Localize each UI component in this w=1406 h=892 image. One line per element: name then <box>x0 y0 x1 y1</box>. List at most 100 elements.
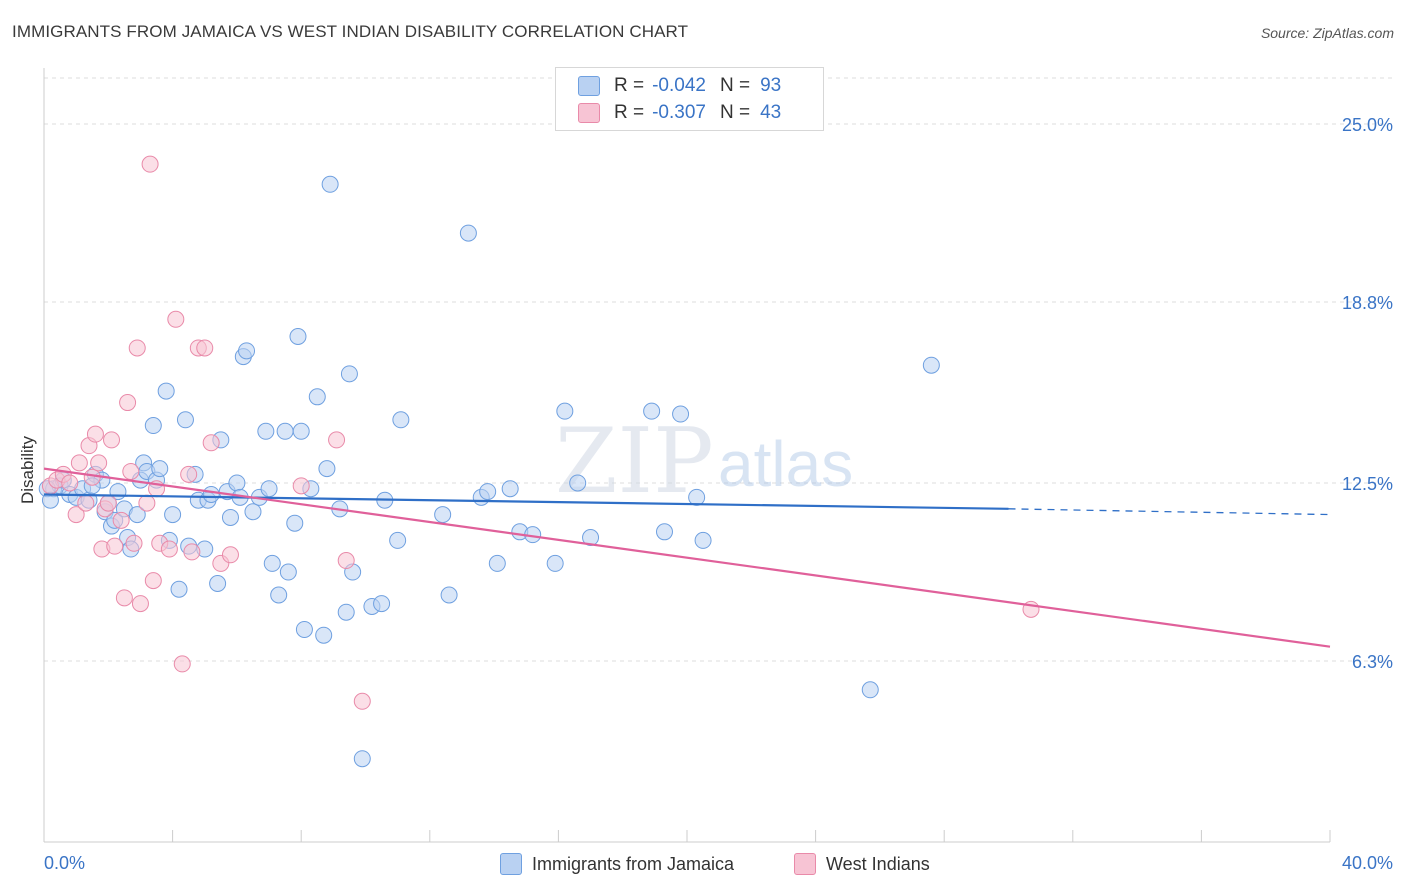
point-west-indians <box>70 454 88 472</box>
point-jamaica <box>128 506 146 524</box>
point-west-indians <box>353 692 371 710</box>
point-jamaica <box>308 388 326 406</box>
point-jamaica <box>260 480 278 498</box>
legend-r-value: -0.042 <box>652 75 706 96</box>
point-west-indians <box>128 339 146 357</box>
correlation-legend: R = -0.042 N = 93 R = -0.307 N = 43 <box>555 67 824 131</box>
point-jamaica <box>643 402 661 420</box>
point-west-indians <box>90 454 108 472</box>
point-west-indians <box>125 534 143 552</box>
x-tick-label-max: 40.0% <box>1342 853 1393 873</box>
point-west-indians <box>221 546 239 564</box>
point-jamaica <box>164 506 182 524</box>
point-jamaica <box>922 356 940 374</box>
point-west-indians <box>77 494 95 512</box>
point-west-indians <box>122 462 140 480</box>
y-tick-label: 6.3% <box>1352 652 1393 672</box>
point-west-indians <box>112 511 130 529</box>
point-jamaica <box>434 506 452 524</box>
point-west-indians <box>115 589 133 607</box>
point-jamaica <box>337 603 355 621</box>
point-west-indians <box>119 394 137 412</box>
point-jamaica <box>244 503 262 521</box>
point-jamaica <box>861 681 879 699</box>
point-west-indians <box>106 537 124 555</box>
legend-r-value: -0.307 <box>652 102 706 123</box>
point-jamaica <box>292 422 310 440</box>
y-tick-labels: 6.3% 12.5% 18.8% 25.0% <box>1342 115 1393 672</box>
point-jamaica <box>286 514 304 532</box>
trend-line-jamaica-extension <box>1008 508 1331 516</box>
trend-line-west-indians <box>43 467 1331 648</box>
point-jamaica <box>157 382 175 400</box>
point-jamaica <box>340 365 358 383</box>
point-jamaica <box>501 480 519 498</box>
point-jamaica <box>315 626 333 644</box>
point-jamaica <box>582 529 600 547</box>
point-jamaica <box>373 595 391 613</box>
point-jamaica <box>655 523 673 541</box>
watermark: ZIP atlas <box>555 409 853 514</box>
point-jamaica <box>202 485 220 503</box>
point-west-indians <box>103 431 121 449</box>
legend-r-label: R = <box>614 75 645 96</box>
point-west-indians <box>183 543 201 561</box>
point-jamaica <box>353 750 371 768</box>
legend-n-label: N = <box>719 75 751 96</box>
data-points <box>38 155 1040 768</box>
point-west-indians <box>160 540 178 558</box>
point-west-indians <box>86 425 104 443</box>
point-jamaica <box>176 411 194 429</box>
point-jamaica <box>144 417 162 435</box>
bottom-legend-swatch-jamaica <box>500 853 522 875</box>
bottom-legend-label-jamaica: Immigrants from Jamaica <box>532 853 735 874</box>
point-west-indians <box>138 494 156 512</box>
point-jamaica <box>276 422 294 440</box>
point-west-indians <box>83 468 101 486</box>
point-jamaica <box>392 411 410 429</box>
point-jamaica <box>289 327 307 345</box>
legend-row-west-indians: R = -0.307 N = 43 <box>578 101 781 125</box>
point-jamaica <box>569 474 587 492</box>
point-west-indians <box>61 474 79 492</box>
point-west-indians <box>99 494 117 512</box>
legend-n-value: 93 <box>760 75 782 96</box>
legend-swatch-jamaica <box>578 76 600 96</box>
point-jamaica <box>228 474 246 492</box>
point-jamaica <box>556 402 574 420</box>
legend-n-value: 43 <box>760 102 782 123</box>
point-west-indians <box>202 434 220 452</box>
point-west-indians <box>328 431 346 449</box>
point-jamaica <box>440 586 458 604</box>
point-west-indians <box>144 572 162 590</box>
point-jamaica <box>257 422 275 440</box>
point-west-indians <box>131 595 149 613</box>
point-jamaica <box>694 531 712 549</box>
point-jamaica <box>318 460 336 478</box>
source-label: Source: ZipAtlas.com <box>1260 25 1394 41</box>
bottom-legend-swatch-west-indians <box>794 853 816 875</box>
point-west-indians <box>292 477 310 495</box>
point-west-indians <box>167 310 185 328</box>
chart-title: IMMIGRANTS FROM JAMAICA VS WEST INDIAN D… <box>12 22 689 41</box>
point-jamaica <box>221 508 239 526</box>
point-west-indians <box>180 465 198 483</box>
watermark-atlas: atlas <box>718 428 853 500</box>
point-jamaica <box>672 405 690 423</box>
point-jamaica <box>321 175 339 193</box>
y-axis-label: Disability <box>18 435 37 504</box>
point-jamaica <box>688 488 706 506</box>
grid-lines <box>44 77 1393 662</box>
trend-lines <box>43 467 1331 648</box>
trend-line-jamaica <box>43 493 1009 510</box>
watermark-zip: ZIP <box>555 409 714 514</box>
point-west-indians <box>141 155 159 173</box>
point-jamaica <box>209 575 227 593</box>
point-jamaica <box>488 554 506 572</box>
y-tick-label: 18.8% <box>1342 293 1393 313</box>
point-jamaica <box>546 554 564 572</box>
point-jamaica <box>270 586 288 604</box>
bottom-legend-west-indians: West Indians <box>794 852 930 876</box>
point-jamaica <box>389 531 407 549</box>
